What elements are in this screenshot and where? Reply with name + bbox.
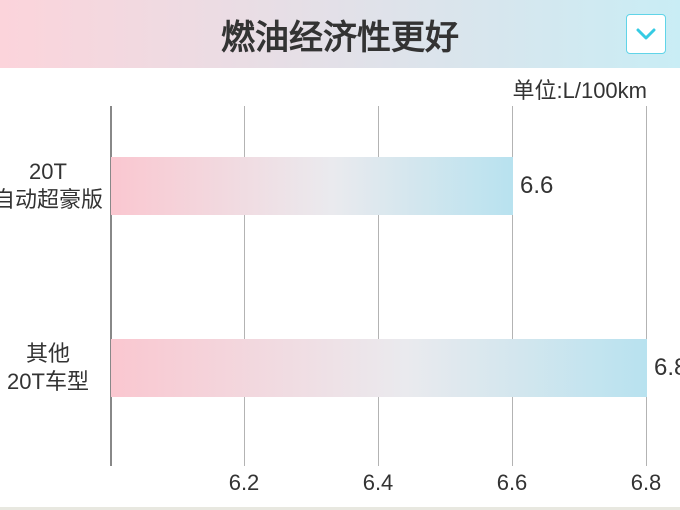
category-label: 20T 自动超豪版 xyxy=(0,158,103,214)
chart-plot-area: 6.66.8 xyxy=(110,106,646,466)
bar xyxy=(111,157,513,215)
x-tick-label: 6.8 xyxy=(631,470,662,496)
x-tick-label: 6.4 xyxy=(363,470,394,496)
bar-value-label: 6.8 xyxy=(654,354,680,382)
header-bar: 燃油经济性更好 xyxy=(0,0,680,68)
chevron-down-icon xyxy=(636,27,656,41)
dropdown-button[interactable] xyxy=(626,14,666,54)
bar xyxy=(111,339,647,397)
grid-line xyxy=(646,106,647,466)
unit-label: 单位:L/100km xyxy=(513,73,648,105)
chart-title: 燃油经济性更好 xyxy=(0,10,680,59)
category-label: 其他 20T车型 xyxy=(0,340,103,396)
x-tick-label: 6.6 xyxy=(497,470,528,496)
x-tick-label: 6.2 xyxy=(229,470,260,496)
bar-value-label: 6.6 xyxy=(520,172,553,200)
